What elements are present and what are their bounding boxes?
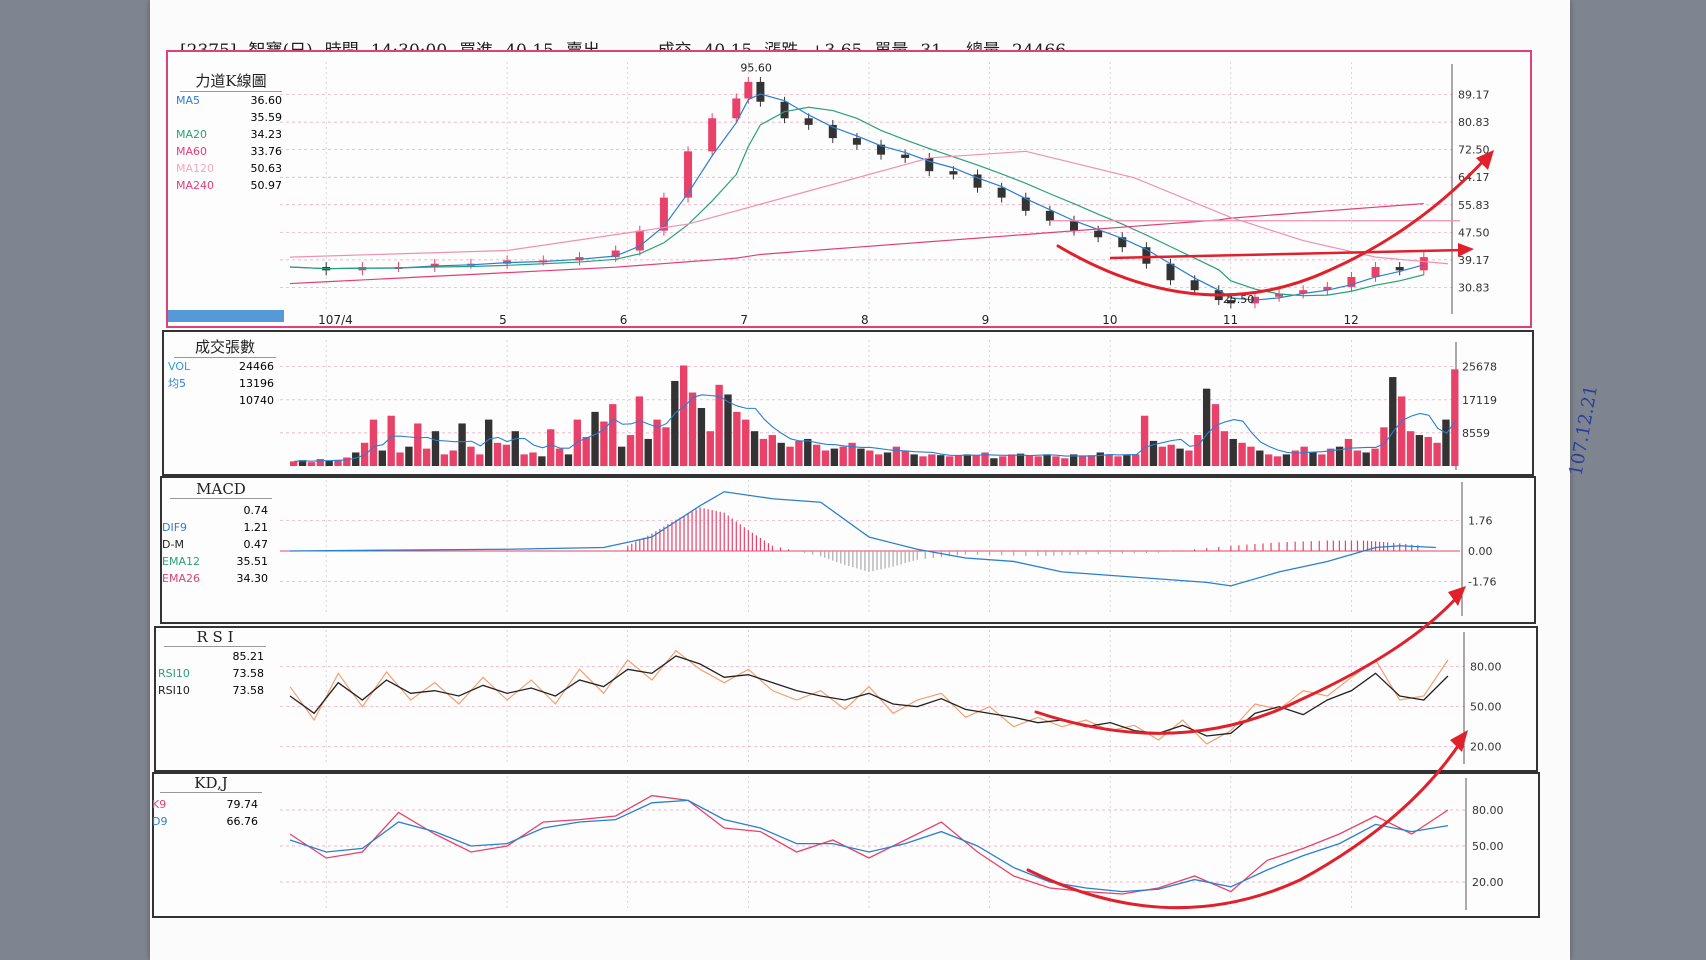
macd-title: MACD	[170, 480, 272, 499]
legend-name: 均5	[168, 377, 186, 390]
legend-name: MA240	[176, 179, 215, 192]
legend-value: 36.60	[250, 94, 283, 107]
legend-row-d9: D9 66.76	[152, 813, 258, 830]
legend-name: EMA26	[162, 572, 200, 585]
volume-title: 成交張數	[174, 336, 276, 358]
legend-name: K9	[152, 798, 167, 811]
legend-name: MA5	[176, 94, 201, 107]
kline-legend: MA5 36.60 35.59 MA20 34.23 MA60 33.76 MA120…	[176, 92, 282, 194]
rsi-legend: 85.21 RSI10 73.58 RSI10 73.58	[158, 648, 264, 699]
legend-value: 0.74	[243, 504, 269, 517]
legend-value: 50.63	[250, 162, 283, 175]
legend-name: D-M	[162, 538, 184, 551]
macd-panel	[160, 476, 1536, 624]
macd-legend: 0.74 DIF9 1.21 D-M 0.47 EMA12 35.51 EMA26 34…	[162, 502, 268, 587]
legend-row-ema12: EMA12 35.51	[162, 553, 268, 570]
legend-value: 1.21	[243, 521, 269, 534]
legend-name: MA120	[176, 162, 215, 175]
legend-value: 73.58	[232, 684, 265, 697]
legend-value: 24466	[239, 360, 274, 373]
legend-row-ema26: EMA26 34.30	[162, 570, 268, 587]
legend-name: MA60	[176, 145, 208, 158]
legend-value: 85.21	[232, 650, 265, 663]
legend-row-rsi10a: RSI10 73.58	[158, 665, 264, 682]
legend-row-avg5: 均5 13196	[168, 375, 274, 392]
rsi-title: R S I	[164, 628, 266, 647]
legend-name: MA20	[176, 128, 208, 141]
legend-value: 79.74	[226, 798, 259, 811]
kline-panel	[166, 50, 1532, 328]
legend-name: RSI10	[158, 684, 190, 697]
legend-value: 35.51	[236, 555, 269, 568]
kd-legend: K9 79.74 D9 66.76	[152, 796, 258, 830]
rsi-panel	[154, 626, 1538, 772]
legend-row-dif9: DIF9 1.21	[162, 519, 268, 536]
legend-row-ma120: MA120 50.63	[176, 160, 282, 177]
kd-title: KD,J	[160, 774, 262, 793]
legend-row-dm: D-M 0.47	[162, 536, 268, 553]
legend-row-avg20: 10740	[168, 392, 274, 409]
legend-value: 10740	[239, 394, 274, 407]
volume-legend: VOL 24466 均5 13196 10740	[168, 358, 274, 409]
volume-panel	[162, 330, 1534, 476]
legend-value: 50.97	[250, 179, 283, 192]
legend-name: D9	[152, 815, 168, 828]
legend-name: RSI10	[158, 667, 190, 680]
legend-value: 73.58	[232, 667, 265, 680]
legend-row-ma10: 35.59	[176, 109, 283, 126]
legend-row-ma5: MA5 36.60	[176, 92, 282, 109]
legend-row-ma60: MA60 33.76	[176, 143, 282, 160]
legend-value: 34.23	[250, 128, 283, 141]
legend-row-k9: K9 79.74	[152, 796, 258, 813]
legend-row-ma240: MA240 50.97	[176, 177, 282, 194]
kd-panel	[152, 772, 1540, 918]
legend-row-vol: VOL 24466	[168, 358, 274, 375]
legend-value: 66.76	[226, 815, 259, 828]
legend-name: EMA12	[162, 555, 200, 568]
legend-value: 35.59	[250, 111, 283, 124]
legend-row-rsi5: 85.21	[158, 648, 265, 665]
legend-name: DIF9	[162, 521, 188, 534]
legend-value: 13196	[239, 377, 274, 390]
legend-row-ma20: MA20 34.23	[176, 126, 282, 143]
legend-value: 34.30	[236, 572, 269, 585]
legend-name: VOL	[168, 360, 191, 373]
kline-title: 力道K線圖	[180, 70, 282, 92]
legend-row-macd: 0.74	[162, 502, 269, 519]
handwritten-date: 107.12.21	[1565, 383, 1603, 478]
legend-row-rsi10b: RSI10 73.58	[158, 682, 264, 699]
legend-value: 33.76	[250, 145, 283, 158]
legend-value: 0.47	[243, 538, 269, 551]
